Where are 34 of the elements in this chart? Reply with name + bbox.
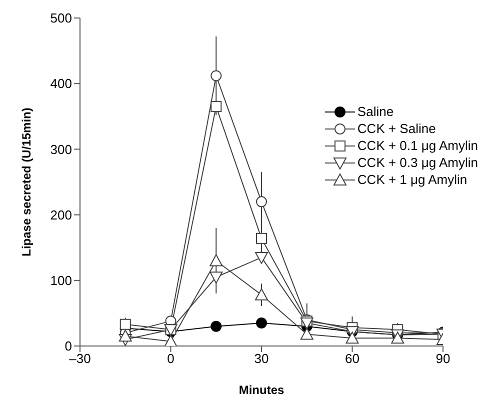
point [210,254,223,266]
point [210,70,222,82]
point [118,330,132,342]
point [255,288,268,300]
point [210,320,222,332]
x-tick-label: 90 [436,351,450,366]
y-tick-label: 400 [50,76,72,92]
y-tick-label: 0 [64,338,72,354]
point [256,232,267,244]
point [300,318,314,330]
x-tick-label: 60 [345,351,360,366]
x-tick-label: 0 [167,351,174,366]
legend-label: Saline [357,104,394,119]
legend-label: CCK + 0.3 μg Amylin [357,155,478,170]
x-tick-label: –30 [69,351,91,366]
legend-label: CCK + 0.1 μg Amylin [357,138,478,153]
x-tick-label: 30 [254,351,269,366]
x-axis-title: Minutes [238,383,284,397]
y-tick-label: 200 [50,207,72,222]
legend-label: CCK + 1 μg Amylin [357,172,468,187]
legend-label: CCK + Saline [357,121,436,136]
y-tick-label: 500 [50,10,72,26]
point [256,318,267,329]
point [256,196,267,208]
point [210,272,223,284]
point [255,252,268,264]
point [300,328,314,340]
y-tick-label: 300 [50,142,72,157]
y-tick-label: 100 [50,273,72,288]
point [346,332,359,344]
point [164,334,178,346]
point [391,332,404,344]
y-axis-title: Lipase secreted (U/15min) [19,108,34,256]
point [210,101,222,112]
